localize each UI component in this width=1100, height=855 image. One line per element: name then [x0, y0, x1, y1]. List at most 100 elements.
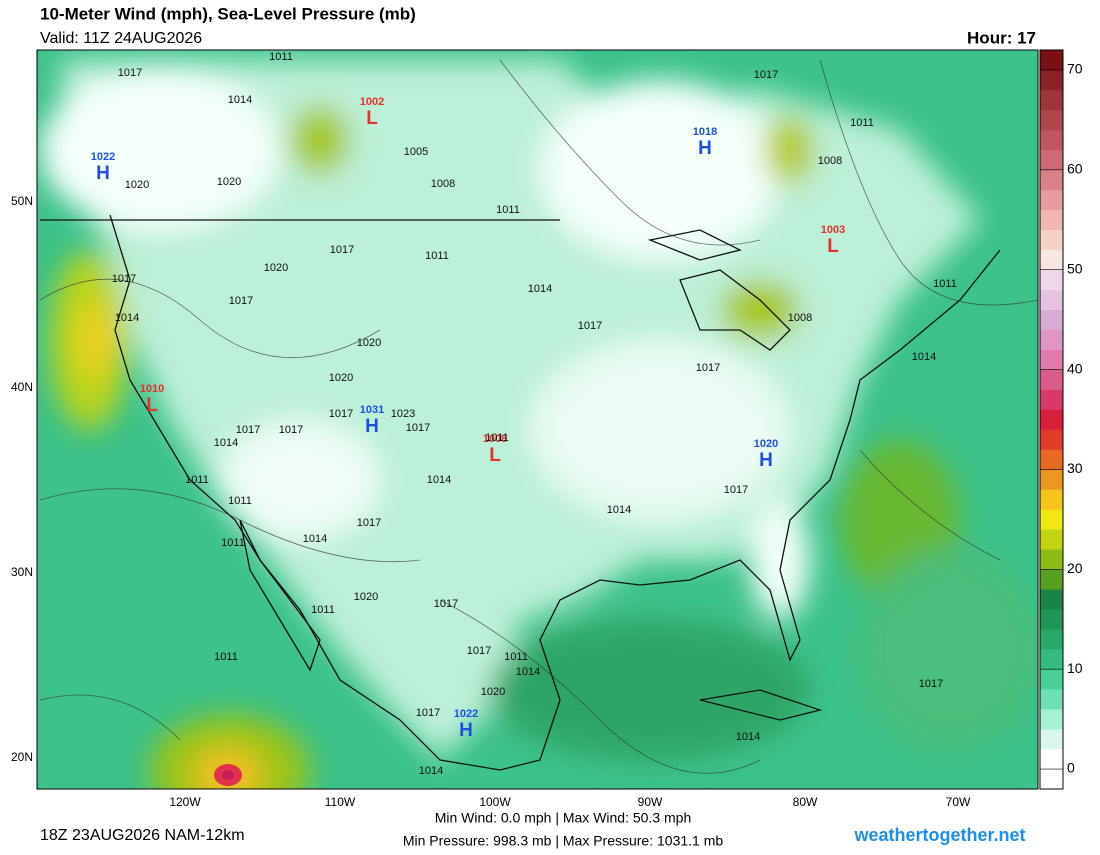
colorbar-segment [1040, 249, 1063, 271]
pressure-center-value: 1022 [91, 151, 115, 163]
colorbar-tick-label: 40 [1067, 360, 1083, 376]
colorbar-segment [1040, 349, 1063, 370]
colorbar-segment [1040, 149, 1063, 171]
colorbar-segment [1040, 729, 1063, 750]
lon-label: 110W [325, 795, 356, 809]
isobar-label: 1017 [118, 67, 142, 79]
colorbar-segment [1040, 749, 1063, 770]
isobar-label: 1011 [185, 474, 209, 486]
pressure-center-value: 1020 [754, 438, 778, 450]
isobar-label: 1017 [357, 517, 381, 529]
isobar-label: 1014 [419, 765, 443, 777]
lon-label: 80W [793, 795, 818, 809]
pressure-center-value: 1008 [483, 433, 507, 445]
model-run: 18Z 23AUG2026 NAM-12km [40, 827, 245, 844]
pressure-center-letter: L [827, 236, 839, 257]
colorbar-segment [1040, 769, 1063, 790]
pressure-center-value: 1003 [821, 224, 845, 236]
lat-label: 50N [11, 194, 33, 208]
colorbar-segment [1040, 69, 1063, 91]
colorbar-frame [1039, 49, 1064, 790]
lat-label: 30N [11, 565, 33, 579]
isobar-label: 1011 [269, 51, 293, 63]
isobar-label: 1017 [406, 422, 430, 434]
colorbar-tick-label: 10 [1067, 660, 1083, 676]
isobar-label: 1023 [391, 408, 415, 420]
isobar-label: 1011 [221, 537, 245, 549]
colorbar-tick-label: 30 [1067, 460, 1083, 476]
isobar-label: 1017 [236, 424, 260, 436]
pressure-center-letter: H [96, 163, 110, 184]
isobar-label: 1020 [125, 179, 149, 191]
pressure-center-letter: H [698, 138, 712, 159]
colorbar-segment [1040, 389, 1063, 410]
colorbar-segment [1040, 109, 1063, 131]
pressure-center-value: 1031 [360, 404, 384, 416]
colorbar-segment [1040, 409, 1063, 430]
colorbar-segment [1040, 689, 1063, 710]
colorbar-segment [1040, 589, 1063, 610]
lon-label: 100W [479, 795, 511, 809]
isobar-label: 1020 [481, 686, 505, 698]
pressure-center-letter: H [365, 416, 379, 437]
isobar-label: 1017 [696, 362, 720, 374]
pressure-center-letter: H [459, 720, 473, 741]
isobar-label: 1014 [528, 283, 552, 295]
isobar-label: 1011 [850, 117, 874, 129]
isobar-label: 1020 [264, 262, 288, 274]
colorbar-tick-label: 20 [1067, 560, 1083, 576]
isobar-label: 1011 [311, 604, 335, 616]
isobar-label: 1014 [228, 94, 252, 106]
pressure-center-letter: L [489, 445, 501, 466]
isobar-label: 1011 [425, 250, 449, 262]
colorbar-segment [1040, 549, 1063, 570]
colorbar-segment [1040, 649, 1063, 670]
isobar-label: 1017 [919, 678, 943, 690]
colorbar-segment [1040, 529, 1063, 550]
pressure-center-value: 1018 [693, 126, 717, 138]
colorbar-segment [1040, 269, 1063, 290]
isobar-label: 1014 [303, 533, 327, 545]
isobar-label: 1011 [496, 204, 520, 216]
isobar-label: 1017 [416, 707, 440, 719]
colorbar-segment [1040, 449, 1063, 470]
isobar-label: 1008 [788, 312, 812, 324]
pressure-center-value: 1022 [454, 708, 478, 720]
colorbar-segment [1040, 469, 1063, 490]
lon-label: 120W [169, 795, 201, 809]
colorbar-segment [1040, 629, 1063, 650]
colorbar-tick-label: 60 [1067, 161, 1083, 177]
lon-label: 90W [638, 795, 663, 809]
colorbar-segment [1040, 289, 1063, 310]
colorbar-segment [1040, 329, 1063, 350]
title: 10-Meter Wind (mph), Sea-Level Pressure … [40, 4, 416, 23]
pressure-center-letter: L [146, 395, 158, 416]
lat-label: 40N [11, 380, 33, 394]
isobar-label: 1020 [354, 591, 378, 603]
isobar-label: 1011 [228, 495, 252, 507]
isobar-label: 1017 [330, 244, 354, 256]
site-credit: weathertogether.net [853, 825, 1025, 845]
colorbar-tick-label: 50 [1067, 260, 1083, 276]
colorbar-segment [1040, 189, 1063, 211]
isobar-label: 1014 [516, 666, 540, 678]
isobar-label: 1011 [504, 651, 528, 663]
isobar-label: 1017 [467, 645, 491, 657]
colorbar-segment [1040, 169, 1063, 191]
valid-time: Valid: 11Z 24AUG2026 [40, 30, 202, 47]
wind-stats: Min Wind: 0.0 mph | Max Wind: 50.3 mph [435, 810, 692, 826]
colorbar-segment [1040, 229, 1063, 251]
isobar-label: 1014 [214, 437, 238, 449]
isobar-label: 1008 [431, 178, 455, 190]
isobar-label: 1017 [434, 598, 458, 610]
colorbar-tick-label: 70 [1067, 61, 1083, 77]
isobar-label: 1014 [607, 504, 631, 516]
isobar-label: 1017 [754, 69, 778, 81]
isobar-label: 1011 [214, 651, 238, 663]
lon-label: 70W [946, 795, 971, 809]
isobar-label: 1017 [112, 273, 136, 285]
colorbar-segment [1040, 369, 1063, 390]
pressure-stats: Min Pressure: 998.3 mb | Max Pressure: 1… [403, 833, 724, 849]
colorbar-segment [1040, 569, 1063, 590]
